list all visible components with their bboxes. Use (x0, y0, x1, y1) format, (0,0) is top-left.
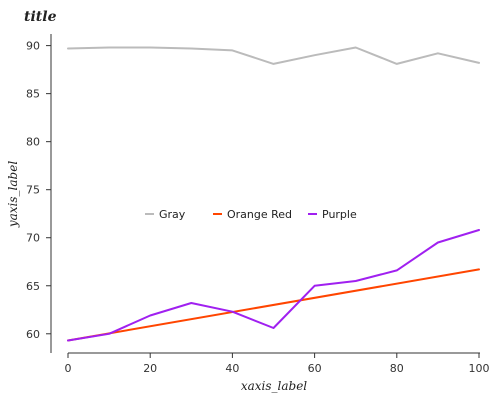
y-tick-label: 80 (26, 136, 40, 149)
y-ticks: 60 65 70 75 80 85 90 (26, 40, 51, 341)
series-line-purple (67, 229, 480, 342)
y-tick-label: 60 (26, 328, 40, 341)
series-group (67, 46, 480, 342)
x-tick-label: 80 (390, 362, 404, 375)
chart-title: title (24, 9, 57, 25)
x-tick-label: 100 (469, 362, 490, 375)
legend-label-gray: Gray (159, 208, 186, 221)
y-tick-label: 85 (26, 88, 40, 101)
y-tick-label: 75 (26, 184, 40, 197)
series-line-orange-red (67, 268, 480, 342)
x-ticks: 0 20 40 60 80 100 (65, 353, 490, 375)
x-axis: 0 20 40 60 80 100 (65, 352, 490, 375)
legend-label-purple: Purple (322, 208, 357, 221)
y-tick-label: 70 (26, 232, 40, 245)
y-tick-label: 65 (26, 280, 40, 293)
x-tick-label: 0 (65, 362, 72, 375)
x-tick-label: 40 (225, 362, 239, 375)
x-tick-label: 20 (143, 362, 157, 375)
legend-label-orange-red: Orange Red (227, 208, 292, 221)
series-line-gray (67, 46, 480, 65)
y-axis: 60 65 70 75 80 85 90 (26, 34, 52, 353)
y-axis-label: yaxis_label (6, 161, 20, 228)
x-axis-label: xaxis_label (241, 379, 307, 393)
x-tick-label: 60 (308, 362, 322, 375)
y-tick-label: 90 (26, 40, 40, 53)
legend: Gray Orange Red Purple (145, 208, 357, 221)
